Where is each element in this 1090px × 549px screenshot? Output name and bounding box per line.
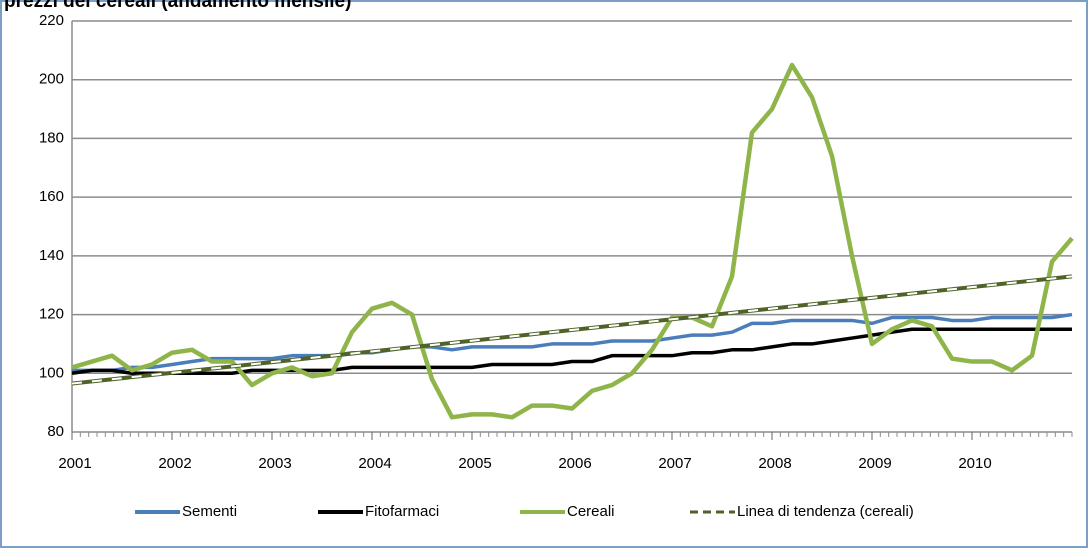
- x-tick-label: 2007: [658, 455, 691, 472]
- series-line: [72, 312, 1073, 373]
- x-tick-label: 2005: [458, 455, 491, 472]
- x-tick-label: 2003: [258, 455, 291, 472]
- x-tick-label: 2009: [858, 455, 891, 472]
- y-tick-label: 100: [39, 364, 64, 381]
- y-tick-label: 140: [39, 247, 64, 264]
- y-tick-label: 80: [47, 423, 64, 440]
- legend-label: Sementi: [182, 503, 237, 520]
- x-tick-label: 2002: [158, 455, 191, 472]
- x-tick-label: 2006: [558, 455, 591, 472]
- x-tick-label: 2001: [58, 455, 91, 472]
- legend-label: Linea di tendenza (cereali): [737, 503, 914, 520]
- y-tick-label: 200: [39, 71, 64, 88]
- chart-title: prezzi dei cereali (andamento mensile): [4, 0, 351, 12]
- trend-line-dash: [71, 275, 1073, 385]
- y-tick-label: 160: [39, 188, 64, 205]
- x-tick-label: 2004: [358, 455, 391, 472]
- y-tick-label: 220: [39, 12, 64, 29]
- legend-label: Fitofarmaci: [365, 503, 439, 520]
- x-tick-label: 2010: [958, 455, 991, 472]
- y-tick-label: 120: [39, 306, 64, 323]
- y-tick-label: 180: [39, 129, 64, 146]
- series-line: [71, 62, 1074, 420]
- legend-label: Cereali: [567, 503, 615, 520]
- x-tick-label: 2008: [758, 455, 791, 472]
